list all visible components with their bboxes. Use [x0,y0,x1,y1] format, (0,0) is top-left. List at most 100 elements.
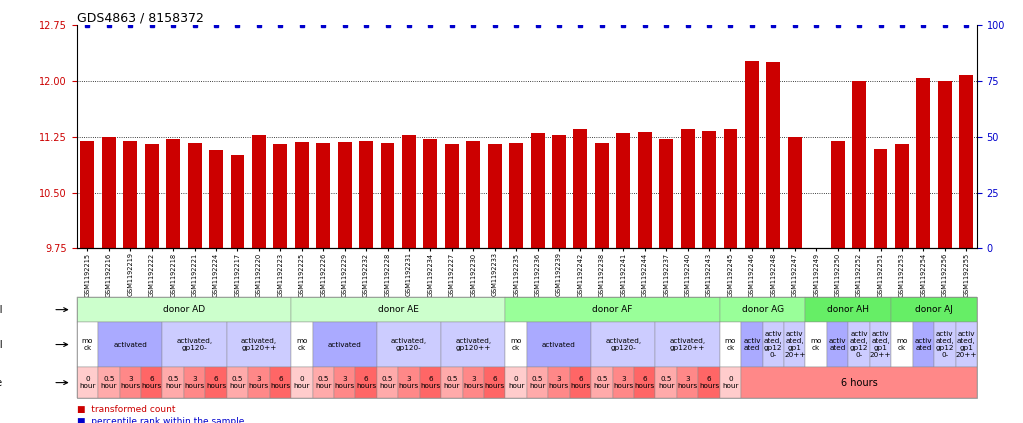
Text: 0
hour: 0 hour [507,376,525,389]
Bar [766,62,781,248]
Bar [81,140,94,248]
Text: 0.5
hour: 0.5 hour [444,376,460,389]
Text: ■  percentile rank within the sample: ■ percentile rank within the sample [77,417,244,423]
Text: 6
hours: 6 hours [420,376,441,389]
Text: 0
hour: 0 hour [722,376,739,389]
Bar [230,155,244,248]
Text: mo
ck: mo ck [896,338,907,351]
Text: mo
ck: mo ck [810,338,821,351]
Bar [402,135,416,248]
Bar [295,142,309,248]
Text: activ
ated,
gp1
20++: activ ated, gp1 20++ [870,331,891,358]
Bar [445,144,458,248]
Bar [338,142,352,248]
Bar [831,140,845,248]
Bar [745,61,759,248]
Text: 6
hours: 6 hours [570,376,590,389]
Bar [252,135,266,248]
Bar [381,143,395,248]
Bar [488,144,501,248]
Text: 3
hours: 3 hours [613,376,633,389]
Bar [359,140,373,248]
Bar [509,143,523,248]
Text: 0.5
hour: 0.5 hour [229,376,246,389]
Bar [466,140,480,248]
Text: ■  transformed count: ■ transformed count [77,405,175,415]
Text: activ
ated,
gp12
0-: activ ated, gp12 0- [764,331,783,358]
Bar [124,140,137,248]
Text: 3
hours: 3 hours [463,376,484,389]
Bar [659,139,673,248]
Bar [637,132,652,248]
Bar [187,143,202,248]
Text: activated: activated [542,341,576,348]
Text: 3
hours: 3 hours [249,376,269,389]
Text: activated: activated [327,341,361,348]
Bar [552,135,566,248]
Bar [424,139,438,248]
Text: activ
ated: activ ated [829,338,846,351]
Text: 0
hour: 0 hour [79,376,96,389]
Text: activated,
gp120-: activated, gp120- [177,338,213,351]
Bar [917,78,930,248]
Bar [209,150,223,248]
Text: activated,
gp120++: activated, gp120++ [669,338,706,351]
Bar [874,149,888,248]
Bar [574,129,587,248]
Text: donor AE: donor AE [377,305,418,314]
Text: 3
hours: 3 hours [399,376,419,389]
Text: 3
hours: 3 hours [120,376,140,389]
Text: 3
hours: 3 hours [184,376,205,389]
Text: 0.5
hour: 0.5 hour [165,376,181,389]
Text: 6
hours: 6 hours [356,376,376,389]
Text: 6
hours: 6 hours [699,376,719,389]
Text: mo
ck: mo ck [296,338,308,351]
Text: mo
ck: mo ck [724,338,737,351]
Text: 0.5
hour: 0.5 hour [529,376,546,389]
Bar [702,131,716,248]
Text: donor AD: donor AD [163,305,205,314]
Text: time: time [0,378,3,387]
Bar [102,137,116,248]
Bar [852,81,866,248]
Text: activ
ated: activ ated [743,338,761,351]
Text: donor AF: donor AF [592,305,633,314]
Text: 6 hours: 6 hours [841,378,878,387]
Text: 0.5
hour: 0.5 hour [658,376,674,389]
Text: GDS4863 / 8158372: GDS4863 / 8158372 [77,11,204,24]
Bar [895,144,908,248]
Text: mo
ck: mo ck [82,338,93,351]
Bar [960,75,973,248]
Text: activated,
gp120++: activated, gp120++ [455,338,491,351]
Bar [595,143,609,248]
Bar [531,133,544,248]
Text: activ
ated: activ ated [915,338,932,351]
Text: activated,
gp120-: activated, gp120- [606,338,641,351]
Bar [788,137,802,248]
Bar [316,143,330,248]
Bar [145,144,159,248]
Text: mo
ck: mo ck [510,338,522,351]
Text: 3
hours: 3 hours [677,376,698,389]
Text: 6
hours: 6 hours [485,376,504,389]
Text: activ
ated,
gp1
20++: activ ated, gp1 20++ [955,331,977,358]
Text: protocol: protocol [0,340,3,349]
Text: activ
ated,
gp12
0-: activ ated, gp12 0- [850,331,869,358]
Bar [938,81,951,248]
Bar [680,129,695,248]
Text: 6
hours: 6 hours [141,376,162,389]
Bar [273,144,287,248]
Text: 0.5
hour: 0.5 hour [593,376,610,389]
Text: activated,
gp120-: activated, gp120- [391,338,427,351]
Text: individual: individual [0,305,3,315]
Text: 0.5
hour: 0.5 hour [315,376,331,389]
Text: donor AJ: donor AJ [916,305,953,314]
Bar [166,139,180,248]
Text: activ
ated,
gp1
20++: activ ated, gp1 20++ [784,331,805,358]
Text: activ
ated,
gp12
0-: activ ated, gp12 0- [935,331,954,358]
Text: 0.5
hour: 0.5 hour [100,376,117,389]
Text: 6
hours: 6 hours [634,376,655,389]
Text: 3
hours: 3 hours [335,376,355,389]
Text: 6
hours: 6 hours [270,376,291,389]
Text: 6
hours: 6 hours [206,376,226,389]
